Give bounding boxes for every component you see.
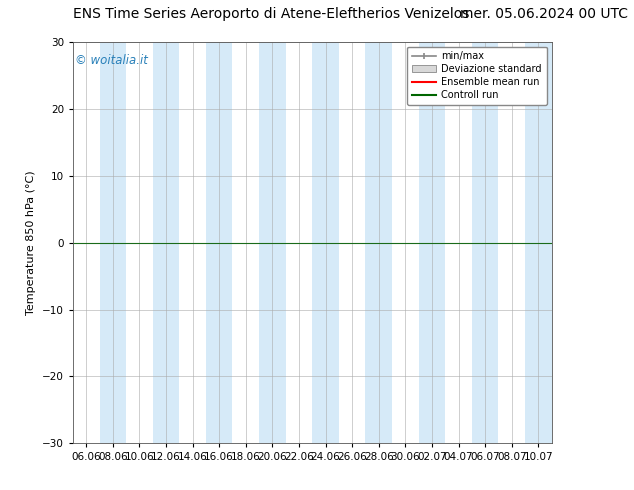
Bar: [259, 42, 286, 443]
Bar: [525, 42, 552, 443]
Bar: [365, 42, 392, 443]
Bar: [206, 42, 233, 443]
Bar: [100, 42, 126, 443]
Bar: [418, 42, 445, 443]
Bar: [312, 42, 339, 443]
Text: ENS Time Series Aeroporto di Atene-Eleftherios Venizelos: ENS Time Series Aeroporto di Atene-Eleft…: [73, 7, 469, 22]
Text: © woitalia.it: © woitalia.it: [75, 54, 148, 67]
Bar: [472, 42, 498, 443]
Legend: min/max, Deviazione standard, Ensemble mean run, Controll run: min/max, Deviazione standard, Ensemble m…: [407, 47, 547, 105]
Bar: [153, 42, 179, 443]
Y-axis label: Temperature 850 hPa (°C): Temperature 850 hPa (°C): [27, 170, 36, 315]
Text: mer. 05.06.2024 00 UTC: mer. 05.06.2024 00 UTC: [460, 7, 628, 22]
